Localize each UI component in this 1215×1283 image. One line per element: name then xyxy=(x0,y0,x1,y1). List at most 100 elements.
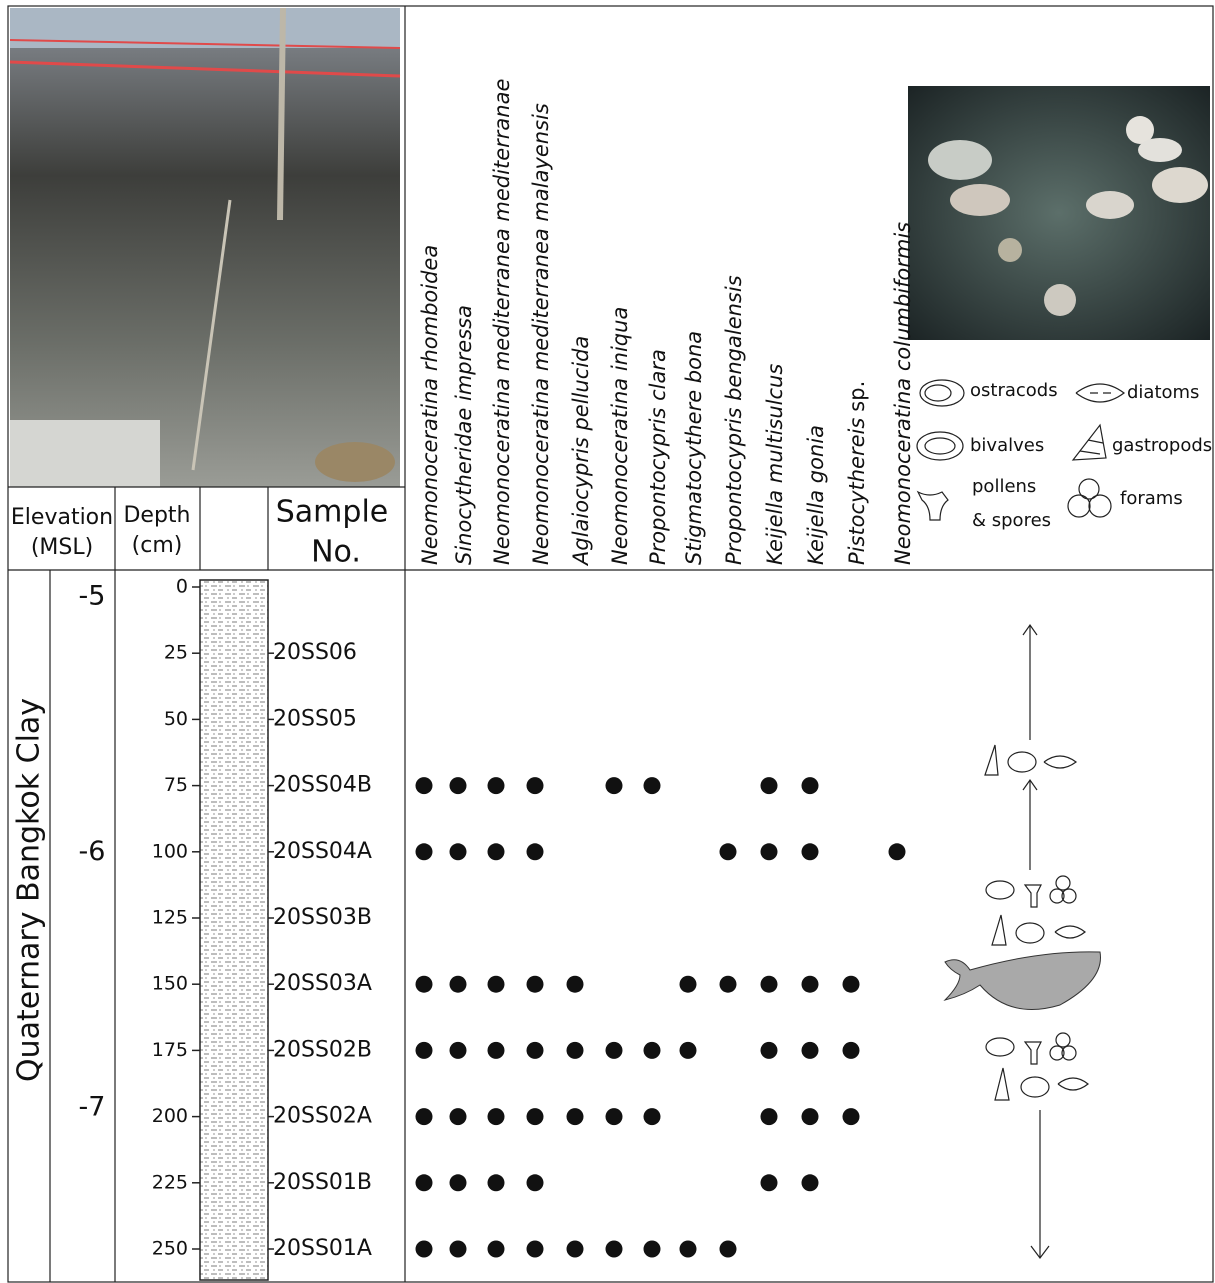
occurrence-dot xyxy=(526,843,544,861)
sample-label: 20SS04B xyxy=(273,773,372,798)
species-genus: Neomonoceratina mediterranea malayensis xyxy=(529,103,553,565)
environment-diagram xyxy=(943,623,1101,1259)
occurrence-dot xyxy=(487,975,505,993)
header-sample-no: No. xyxy=(311,535,361,570)
occurrence-dot xyxy=(415,1240,433,1258)
occurrence-dot xyxy=(415,1108,433,1126)
occurrence-dot xyxy=(605,1041,623,1059)
depth-tick-label: 25 xyxy=(164,642,188,664)
occurrence-dot xyxy=(719,843,737,861)
occurrence-dot xyxy=(449,1174,467,1192)
elevation-label: -7 xyxy=(79,1092,106,1123)
species-name: Propontocypris bengalensis xyxy=(722,275,746,565)
sample-label: 20SS01B xyxy=(273,1170,372,1195)
formation-label: Quaternary Bangkok Clay xyxy=(12,698,47,1082)
sample-label: 20SS02B xyxy=(273,1037,372,1062)
occurrence-dot xyxy=(760,1108,778,1126)
species-name: Propontocypris clara xyxy=(646,349,670,565)
occurrence-dot xyxy=(643,1041,661,1059)
occurrence-dot xyxy=(566,975,584,993)
depth-tick-label: 75 xyxy=(164,774,188,796)
occurrence-dot xyxy=(842,975,860,993)
lithology-column xyxy=(199,579,269,1281)
occurrence-dot xyxy=(487,1108,505,1126)
occurrence-dot xyxy=(487,1041,505,1059)
occurrence-dot xyxy=(566,1240,584,1258)
occurrence-dot xyxy=(801,975,819,993)
species-name: Neomonoceratina columbiformis xyxy=(891,222,915,565)
occurrence-dot xyxy=(415,1174,433,1192)
occurrence-dot xyxy=(487,1240,505,1258)
occurrence-dot xyxy=(760,975,778,993)
elevation-label: -6 xyxy=(79,836,106,867)
site-photo xyxy=(9,7,401,487)
occurrence-dot xyxy=(415,777,433,795)
species-genus: Aglaiocypris pellucida xyxy=(569,336,593,567)
sample-label: 20SS02A xyxy=(273,1104,372,1129)
occurrence-dot xyxy=(760,843,778,861)
species-name: Keijella multisulcus xyxy=(763,364,787,565)
occurrence-dot xyxy=(760,1041,778,1059)
species-genus: Propontocypris bengalensis xyxy=(722,275,746,565)
depth-tick-label: 200 xyxy=(152,1105,188,1127)
species-genus: Propontocypris clara xyxy=(646,349,670,565)
occurrence-dot xyxy=(643,1240,661,1258)
occurrence-dot xyxy=(526,1041,544,1059)
legend-label: diatoms xyxy=(1127,382,1199,403)
depth-tick-label: 150 xyxy=(152,973,188,995)
header-depth: Depth xyxy=(123,503,190,528)
occurrence-dot xyxy=(760,777,778,795)
occurrence-dot xyxy=(842,1108,860,1126)
species-name: Neomonoceratina rhomboidea xyxy=(418,245,442,565)
species-name: Pistocythereis sp. xyxy=(845,381,869,565)
occurrence-dot xyxy=(526,777,544,795)
occurrence-dot xyxy=(679,1240,697,1258)
occurrence-dot xyxy=(801,1174,819,1192)
frame xyxy=(7,5,1214,1283)
legend-label: pollens xyxy=(972,476,1036,497)
elevation-label: -5 xyxy=(79,581,106,612)
occurrence-dot xyxy=(526,1240,544,1258)
occurrence-dot xyxy=(605,1108,623,1126)
occurrence-dot xyxy=(643,1108,661,1126)
depth-tick-label: 175 xyxy=(152,1039,188,1061)
occurrence-dot xyxy=(449,1108,467,1126)
occurrence-dot xyxy=(449,843,467,861)
sample-label: 20SS05 xyxy=(273,706,357,731)
depth-tick-label: 100 xyxy=(152,840,188,862)
occurrence-dot xyxy=(842,1041,860,1059)
sample-label: 20SS03A xyxy=(273,971,372,996)
sample-label: 20SS01A xyxy=(273,1236,372,1261)
legend-label: gastropods xyxy=(1112,435,1212,456)
species-name: Neomonoceratina mediterranea malayensis xyxy=(529,103,553,565)
occurrence-dot xyxy=(605,1240,623,1258)
occurrence-dot xyxy=(566,1041,584,1059)
header-sample: Sample xyxy=(276,495,389,530)
species-name: Aglaiocypris pellucida xyxy=(569,336,593,567)
occurrence-dot xyxy=(801,1041,819,1059)
occurrence-dot xyxy=(526,975,544,993)
occurrence-dot xyxy=(449,975,467,993)
species-genus: Neomonoceratina iniqua xyxy=(608,307,632,565)
occurrence-dot xyxy=(719,975,737,993)
species-genus: Neomonoceratina columbiformis xyxy=(891,222,915,565)
occurrence-dot xyxy=(566,1108,584,1126)
depth-tick-label: 0 xyxy=(176,576,188,598)
species-genus: Stigmatocythere bona xyxy=(682,331,706,565)
occurrence-dot xyxy=(487,843,505,861)
species-genus: Sinocytheridae impressa xyxy=(452,305,476,565)
species-genus: Neomonoceratina rhomboidea xyxy=(418,245,442,565)
legend-label: bivalves xyxy=(970,435,1044,456)
occurrence-dot xyxy=(801,1108,819,1126)
species-qualifier: sp. xyxy=(845,381,869,412)
depth-tick-label: 225 xyxy=(152,1171,188,1193)
occurrence-dot xyxy=(415,1041,433,1059)
occurrence-dot xyxy=(679,975,697,993)
species-name: Sinocytheridae impressa xyxy=(452,305,476,565)
occurrence-dot xyxy=(643,777,661,795)
sample-label: 20SS04A xyxy=(273,839,372,864)
species-name: Stigmatocythere bona xyxy=(682,331,706,565)
occurrence-dot xyxy=(487,1174,505,1192)
legend-label: forams xyxy=(1120,488,1183,509)
species-name: Keijella gonia xyxy=(804,425,828,565)
